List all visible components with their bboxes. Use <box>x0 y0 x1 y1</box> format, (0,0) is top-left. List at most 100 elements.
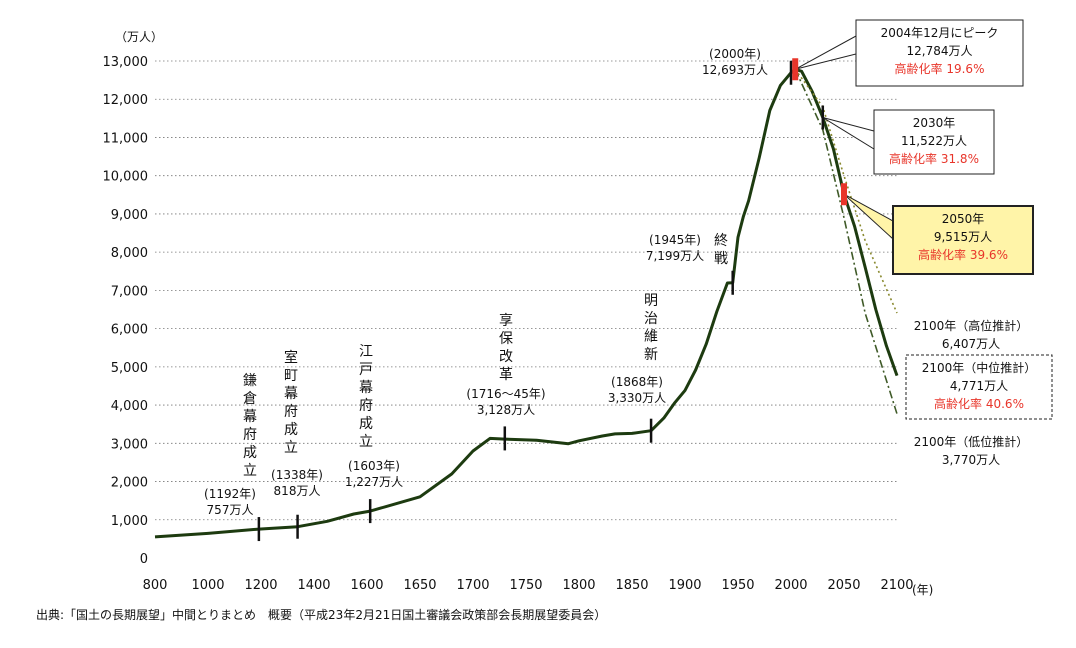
era-label-char: 成 <box>284 422 298 438</box>
era-label-char: 室 <box>284 349 298 366</box>
x-tick-label: 1700 <box>456 578 489 593</box>
era-label-char: 改 <box>499 349 513 365</box>
era-label-char: 町 <box>284 368 298 384</box>
callout-box <box>873 109 995 175</box>
era-label-char: 立 <box>243 463 257 479</box>
series-lines <box>154 67 899 539</box>
callout-text: 2100年（中位推計） <box>922 360 1037 375</box>
callout-aging-rate: 高齢化率 39.6% <box>918 247 1008 262</box>
source-note: 出典:「国土の長期展望」中間とりまとめ 概要（平成23年2月21日国土審議会政策… <box>36 608 607 622</box>
annotation-labels: 鎌倉幕府成立(1192年)757万人室町幕府成立(1338年)818万人江戸幕府… <box>204 47 768 517</box>
x-tick-label: 1850 <box>615 578 648 593</box>
y-tick-label: 4,000 <box>111 399 148 414</box>
era-label-char: 府 <box>359 398 373 414</box>
y-tick-label: 1,000 <box>111 514 148 529</box>
annotation-text: (1603年) <box>348 459 400 473</box>
callout-text: 2030年 <box>913 116 956 130</box>
x-tick-label: 1400 <box>297 578 330 593</box>
annotation-text: (1192年) <box>204 487 256 501</box>
callout-aging-rate: 高齢化率 31.8% <box>889 151 979 166</box>
era-label-char: 戦 <box>714 251 728 267</box>
callout-text: 2050年 <box>942 212 985 226</box>
y-tick-label: 2,000 <box>111 476 148 491</box>
callout-aging-rate: 高齢化率 40.6% <box>934 396 1024 411</box>
x-tick-label: 800 <box>143 578 168 593</box>
era-label-char: 倉 <box>243 391 257 407</box>
era-label-char: 府 <box>243 427 257 443</box>
annotation-text: 7,199万人 <box>646 249 704 263</box>
y-tick-label: 0 <box>140 552 148 567</box>
era-label-char: 戸 <box>359 362 373 378</box>
era-label-char: 幕 <box>243 409 257 425</box>
x-tick-label: 1650 <box>403 578 436 593</box>
callout-text: 2100年（高位推計） <box>914 318 1029 333</box>
x-tick-label: 1600 <box>350 578 383 593</box>
era-label-char: 享 <box>499 312 513 329</box>
era-label-char: 鎌 <box>243 373 257 389</box>
annotation-text: 818万人 <box>274 484 321 498</box>
callout-text: 3,770万人 <box>942 453 1000 467</box>
callout-text: 12,784万人 <box>907 44 973 58</box>
annotation-text: (1945年) <box>649 233 701 247</box>
era-label-char: 成 <box>359 416 373 432</box>
y-tick-label: 13,000 <box>103 55 149 70</box>
era-label-char: 治 <box>644 311 658 327</box>
era-label-char: 立 <box>284 440 298 456</box>
y-tick-label: 12,000 <box>103 93 149 108</box>
event-markers <box>257 58 847 542</box>
series-line-dotted <box>794 68 898 314</box>
annotation-text: 1,227万人 <box>345 475 403 489</box>
y-axis-unit-label: （万人） <box>115 30 163 44</box>
y-tick-label: 11,000 <box>103 131 149 146</box>
era-label-char: 革 <box>499 367 513 383</box>
era-label-char: 幕 <box>284 386 298 402</box>
annotation-text: 3,128万人 <box>477 403 535 417</box>
annotation-text: (1338年) <box>271 468 323 482</box>
callout-text: 9,515万人 <box>934 230 992 244</box>
annotation-text: 757万人 <box>207 503 254 517</box>
era-label-char: 維 <box>644 329 658 345</box>
callout-pointer <box>794 35 857 70</box>
callout-box <box>905 354 1053 420</box>
callout-text: 6,407万人 <box>942 337 1000 351</box>
era-label-char: 成 <box>243 445 257 461</box>
annotation-text: (1716～45年) <box>466 387 545 401</box>
era-label-char: 立 <box>359 434 373 450</box>
y-tick-label: 7,000 <box>111 284 148 299</box>
grid-lines <box>155 60 897 521</box>
y-tick-label: 8,000 <box>111 246 148 261</box>
era-label-char: 新 <box>644 347 658 363</box>
era-label-char: 明 <box>644 293 658 309</box>
x-tick-label: 1800 <box>562 578 595 593</box>
callout-box <box>855 19 1024 87</box>
x-tick-label: 1900 <box>668 578 701 593</box>
y-tick-label: 3,000 <box>111 437 148 452</box>
x-tick-label: 2000 <box>774 578 807 593</box>
x-tick-label: 1200 <box>244 578 277 593</box>
callout-text: 11,522万人 <box>901 134 967 148</box>
y-tick-label: 5,000 <box>111 361 148 376</box>
axes: 0 1,000 2,000 3,000 4,000 5,000 6,000 7,000 8,00… <box>103 30 934 597</box>
era-label-char: 保 <box>499 331 513 347</box>
x-tick-label: 1750 <box>509 578 542 593</box>
x-axis-unit-label: (年) <box>912 583 933 597</box>
callout-aging-rate: 高齢化率 19.6% <box>895 61 985 76</box>
series-line-dashdot <box>794 68 898 415</box>
annotation-text: (1868年) <box>611 375 663 389</box>
era-label-char: 幕 <box>359 380 373 396</box>
x-tick-label: 1950 <box>721 578 754 593</box>
annotation-text: (2000年) <box>709 47 761 61</box>
era-label-char: 江 <box>359 344 373 360</box>
annotation-text: 12,693万人 <box>702 63 768 77</box>
y-tick-label: 6,000 <box>111 323 148 338</box>
y-tick-label: 9,000 <box>111 208 148 223</box>
highlight-marker <box>841 183 847 206</box>
callout-text: 2004年12月にピーク <box>881 26 999 40</box>
x-tick-label: 1000 <box>191 578 224 593</box>
era-label-char: 府 <box>284 404 298 420</box>
y-tick-label: 10,000 <box>103 170 149 185</box>
x-tick-label: 2050 <box>827 578 860 593</box>
highlight-marker <box>792 58 799 81</box>
